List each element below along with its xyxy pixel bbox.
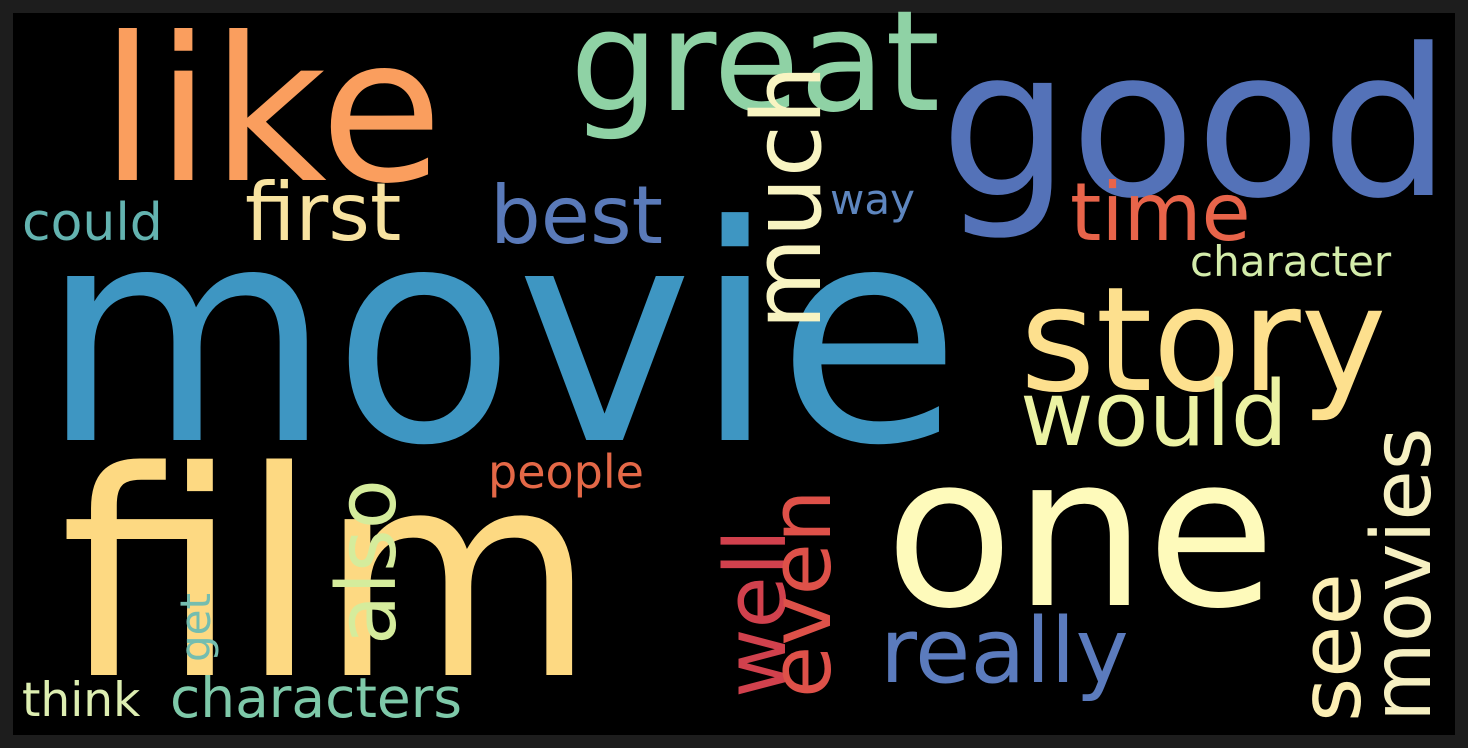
word-well: well xyxy=(707,529,806,698)
word-would: would xyxy=(1020,362,1288,467)
word-also: also xyxy=(320,479,415,645)
word-first: first xyxy=(245,166,401,259)
word-much: much xyxy=(733,65,843,330)
word-cloud-background xyxy=(13,13,1455,735)
word-movie: movie xyxy=(40,162,961,511)
word-one: one xyxy=(885,410,1276,655)
word-great: great xyxy=(570,0,940,144)
word-really: really xyxy=(880,599,1129,704)
word-people: people xyxy=(488,445,644,499)
word-story: story xyxy=(1020,256,1387,425)
word-could: could xyxy=(22,193,163,253)
word-character: character xyxy=(1190,237,1392,286)
word-even: even xyxy=(752,489,851,698)
word-see: see xyxy=(1282,573,1381,722)
word-get: get xyxy=(171,593,220,662)
word-movies: movies xyxy=(1355,427,1450,722)
word-way: way xyxy=(830,175,915,224)
word-like: like xyxy=(100,0,443,228)
word-best: best xyxy=(490,169,663,262)
word-characters: characters xyxy=(170,666,462,730)
word-film: film xyxy=(60,411,596,743)
word-time: time xyxy=(1070,166,1251,259)
word-think: think xyxy=(22,673,141,728)
word-good: good xyxy=(940,6,1451,244)
